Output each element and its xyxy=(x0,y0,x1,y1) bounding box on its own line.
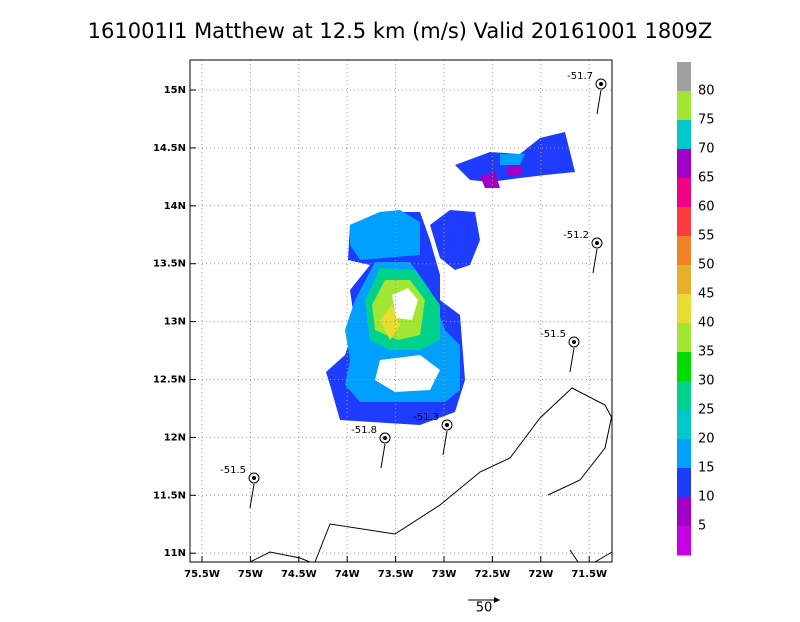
lat-label: 14.5N xyxy=(153,143,186,154)
lon-label: 72.5W xyxy=(475,569,511,580)
wind-field xyxy=(326,132,575,425)
sonde-label: -51.3 xyxy=(413,412,439,423)
colorbar-cell xyxy=(677,526,691,556)
lon-label: 75.5W xyxy=(184,569,220,580)
lon-label: 73W xyxy=(432,569,457,580)
lat-label: 11N xyxy=(164,548,186,559)
scale-label: 50 xyxy=(476,601,493,616)
sonde-dot xyxy=(599,82,603,86)
lat-label: 15N xyxy=(164,85,186,96)
scale-arrowhead xyxy=(494,597,500,603)
lat-label: 12N xyxy=(164,432,186,443)
lon-label: 72W xyxy=(528,569,553,580)
colorbar-label: 70 xyxy=(698,142,715,157)
sonde-label: -51.5 xyxy=(220,465,246,476)
sonde-dot xyxy=(572,340,576,344)
colorbar-cell xyxy=(677,120,691,150)
wind-barb xyxy=(442,430,448,456)
colorbar-cell xyxy=(677,236,691,266)
colorbar-label: 80 xyxy=(698,84,715,99)
colorbar-label: 35 xyxy=(698,345,715,360)
colorbar-label: 65 xyxy=(698,171,715,186)
colorbar-cell xyxy=(677,497,691,527)
sonde-label: -51.7 xyxy=(567,71,593,82)
sonde-label: -51.5 xyxy=(540,329,566,340)
sonde-ring xyxy=(248,472,260,484)
colorbar-cell xyxy=(677,468,691,498)
colorbar-label: 15 xyxy=(698,461,715,476)
wind-barb xyxy=(592,248,598,274)
wind-barb xyxy=(569,347,575,373)
colorbar-cell xyxy=(677,381,691,411)
colorbar-label: 5 xyxy=(698,519,706,534)
colorbar-cell xyxy=(677,265,691,295)
colorbar-label: 10 xyxy=(698,490,715,505)
title: 161001I1 Matthew at 12.5 km (m/s) Valid … xyxy=(88,19,713,43)
wind-barb xyxy=(596,89,602,115)
lon-label: 71.5W xyxy=(571,569,607,580)
sonde-label: -51.8 xyxy=(351,425,377,436)
colorbar-cell xyxy=(677,207,691,237)
lat-label: 11.5N xyxy=(153,490,186,501)
lon-label: 73.5W xyxy=(378,569,414,580)
coastline xyxy=(249,387,613,563)
colorbar-label: 55 xyxy=(698,229,715,244)
lon-label: 74.5W xyxy=(281,569,317,580)
sondes: -51.7 -51.2 -51.5 -51.3 -51.8 -51.5 xyxy=(220,71,607,509)
colorbar-cell xyxy=(677,62,691,92)
grid: 15N 14.5N 14N 13.5N 13N 12.5N 12N 11.5N 11N 75.5W… xyxy=(153,60,612,580)
sonde-ring xyxy=(441,419,453,431)
colorbar-cell xyxy=(677,352,691,382)
sonde-dot xyxy=(595,241,599,245)
colorbar: 80 75 70 65 60 55 50 45 40 35 30 25 20 15 10 5 xyxy=(677,62,715,556)
sonde-label: -51.2 xyxy=(563,230,589,241)
lon-label: 75W xyxy=(238,569,263,580)
colorbar-cell xyxy=(677,91,691,121)
sonde-ring xyxy=(591,237,603,249)
colorbar-cell xyxy=(677,410,691,440)
colorbar-label: 60 xyxy=(698,200,715,215)
colorbar-label: 25 xyxy=(698,403,715,418)
sonde-ring xyxy=(568,336,580,348)
sonde-dot xyxy=(383,436,387,440)
sonde-dot xyxy=(445,423,449,427)
colorbar-label: 40 xyxy=(698,316,715,331)
lat-label: 13.5N xyxy=(153,259,186,270)
colorbar-label: 20 xyxy=(698,432,715,447)
sonde-ring xyxy=(379,432,391,444)
lon-label: 74W xyxy=(335,569,360,580)
colorbar-cell xyxy=(677,439,691,469)
sonde-ring xyxy=(595,78,607,90)
wind-barb xyxy=(380,443,386,469)
lat-label: 14N xyxy=(164,201,186,212)
colorbar-cell xyxy=(677,323,691,353)
lat-label: 12.5N xyxy=(153,375,186,386)
frame xyxy=(189,59,613,563)
colorbar-label: 75 xyxy=(698,113,715,128)
colorbar-label: 50 xyxy=(698,258,715,273)
colorbar-cell xyxy=(677,178,691,208)
colorbar-label: 30 xyxy=(698,374,715,389)
colorbar-cell xyxy=(677,149,691,179)
sonde-dot xyxy=(252,476,256,480)
wind-barb xyxy=(249,483,255,509)
colorbar-cell xyxy=(677,294,691,324)
colorbar-label: 45 xyxy=(698,287,715,302)
lat-label: 13N xyxy=(164,317,186,328)
